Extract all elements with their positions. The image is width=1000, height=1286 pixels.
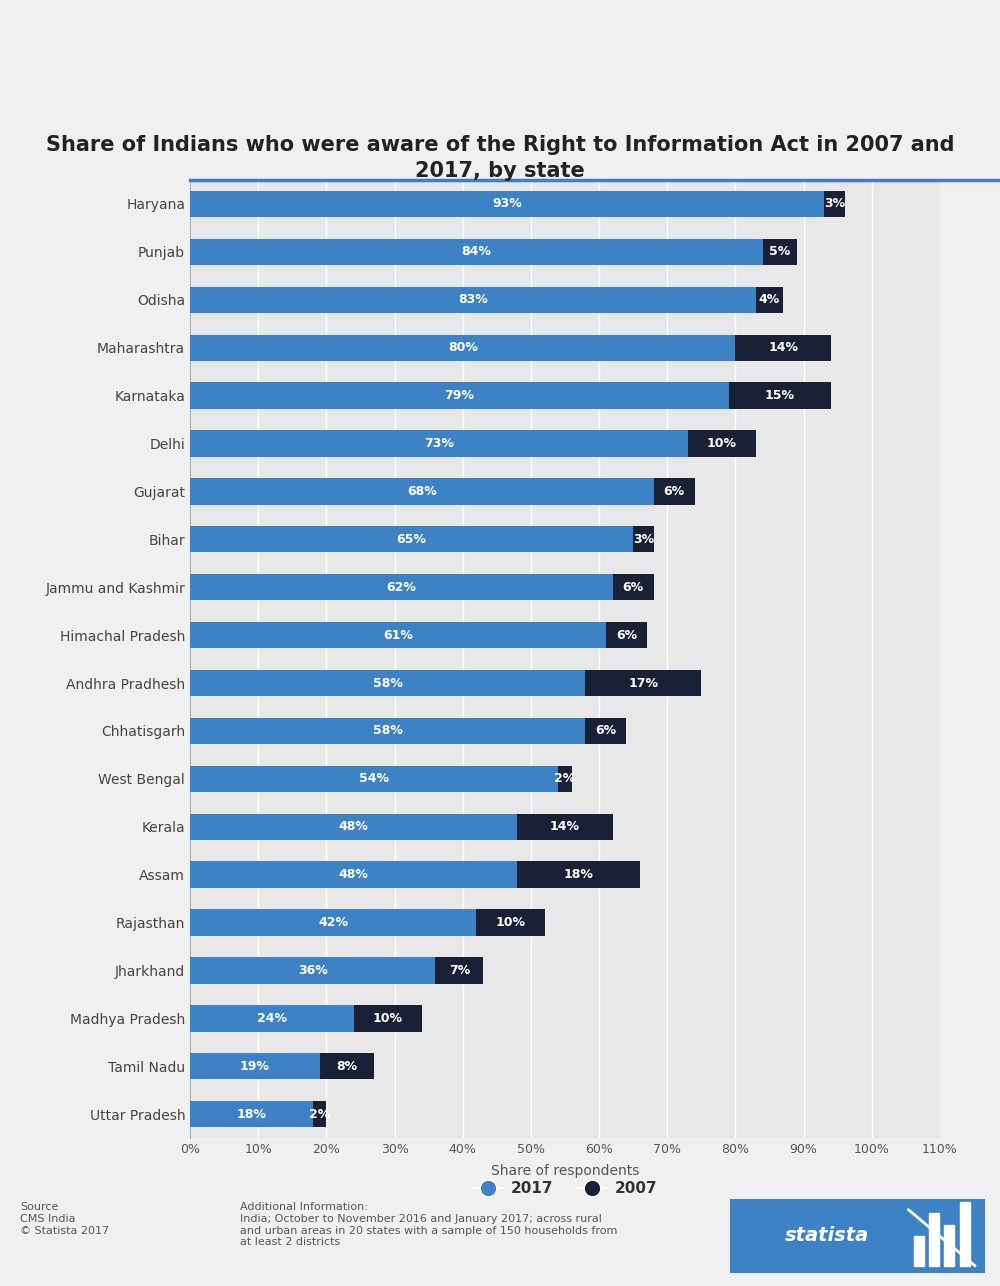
- Text: 18%: 18%: [564, 868, 594, 881]
- Bar: [929, 1214, 939, 1265]
- Text: 2%: 2%: [309, 1107, 330, 1120]
- Text: 6%: 6%: [595, 724, 616, 737]
- Text: 5%: 5%: [769, 246, 790, 258]
- Bar: [688, 431, 756, 457]
- Bar: [735, 334, 831, 361]
- Text: 3%: 3%: [824, 198, 845, 211]
- Bar: [190, 957, 435, 984]
- Bar: [190, 239, 763, 265]
- Text: Source
CMS India
© Statista 2017: Source CMS India © Statista 2017: [20, 1202, 109, 1236]
- X-axis label: Share of respondents: Share of respondents: [491, 1164, 639, 1178]
- Bar: [824, 190, 845, 217]
- Text: 14%: 14%: [550, 820, 580, 833]
- Text: 6%: 6%: [616, 629, 637, 642]
- Bar: [190, 334, 735, 361]
- Bar: [190, 382, 729, 409]
- Bar: [190, 862, 517, 887]
- Text: 58%: 58%: [373, 724, 403, 737]
- Text: 79%: 79%: [444, 390, 474, 403]
- Bar: [914, 1236, 924, 1265]
- Bar: [633, 526, 654, 553]
- Text: 10%: 10%: [495, 916, 525, 928]
- Text: 17%: 17%: [628, 676, 658, 689]
- Text: 54%: 54%: [359, 773, 389, 786]
- Bar: [190, 622, 606, 648]
- Bar: [729, 382, 831, 409]
- Legend: 2017, 2007: 2017, 2007: [467, 1175, 663, 1202]
- Bar: [517, 814, 613, 840]
- Bar: [190, 574, 613, 601]
- Text: statista: statista: [785, 1227, 869, 1245]
- Bar: [606, 622, 647, 648]
- Text: 3%: 3%: [633, 532, 654, 545]
- Text: 15%: 15%: [765, 390, 795, 403]
- Bar: [476, 909, 545, 936]
- Bar: [558, 765, 572, 792]
- Bar: [190, 1053, 320, 1079]
- Bar: [190, 478, 654, 504]
- Bar: [756, 287, 783, 312]
- Text: 10%: 10%: [373, 1012, 403, 1025]
- Bar: [585, 670, 701, 696]
- Text: 58%: 58%: [373, 676, 403, 689]
- Text: 8%: 8%: [336, 1060, 357, 1073]
- Bar: [435, 957, 483, 984]
- Text: 4%: 4%: [759, 293, 780, 306]
- Text: 80%: 80%: [448, 341, 478, 354]
- Text: 6%: 6%: [664, 485, 685, 498]
- Bar: [320, 1053, 374, 1079]
- Text: 24%: 24%: [257, 1012, 287, 1025]
- Bar: [313, 1101, 326, 1128]
- Bar: [960, 1202, 970, 1265]
- Text: Share of Indians who were aware of the Right to Information Act in 2007 and
2017: Share of Indians who were aware of the R…: [46, 135, 954, 181]
- Text: 93%: 93%: [492, 198, 522, 211]
- Bar: [190, 765, 558, 792]
- Text: 83%: 83%: [458, 293, 488, 306]
- Text: 6%: 6%: [623, 581, 644, 594]
- Bar: [190, 287, 756, 312]
- Text: 84%: 84%: [461, 246, 491, 258]
- Bar: [190, 1006, 354, 1031]
- Text: 65%: 65%: [397, 532, 427, 545]
- Bar: [654, 478, 695, 504]
- Text: 48%: 48%: [339, 820, 369, 833]
- Bar: [190, 1101, 313, 1128]
- Bar: [190, 526, 633, 553]
- Text: 2%: 2%: [554, 773, 576, 786]
- Text: 14%: 14%: [768, 341, 798, 354]
- Text: 10%: 10%: [707, 437, 737, 450]
- Bar: [585, 718, 626, 745]
- Text: 36%: 36%: [298, 964, 328, 977]
- Bar: [763, 239, 797, 265]
- Bar: [190, 190, 824, 217]
- Text: Additional Information:
India; October to November 2016 and January 2017; across: Additional Information: India; October t…: [240, 1202, 617, 1247]
- Bar: [190, 718, 585, 745]
- Text: 62%: 62%: [386, 581, 416, 594]
- Text: 61%: 61%: [383, 629, 413, 642]
- Text: 68%: 68%: [407, 485, 437, 498]
- Text: 18%: 18%: [236, 1107, 266, 1120]
- Bar: [354, 1006, 422, 1031]
- Bar: [190, 909, 476, 936]
- Text: 7%: 7%: [449, 964, 470, 977]
- Text: 19%: 19%: [240, 1060, 270, 1073]
- Text: 48%: 48%: [339, 868, 369, 881]
- Bar: [944, 1224, 954, 1265]
- Bar: [190, 431, 688, 457]
- Text: 73%: 73%: [424, 437, 454, 450]
- Bar: [613, 574, 654, 601]
- Text: 42%: 42%: [318, 916, 348, 928]
- Bar: [190, 814, 517, 840]
- Bar: [517, 862, 640, 887]
- Bar: [190, 670, 585, 696]
